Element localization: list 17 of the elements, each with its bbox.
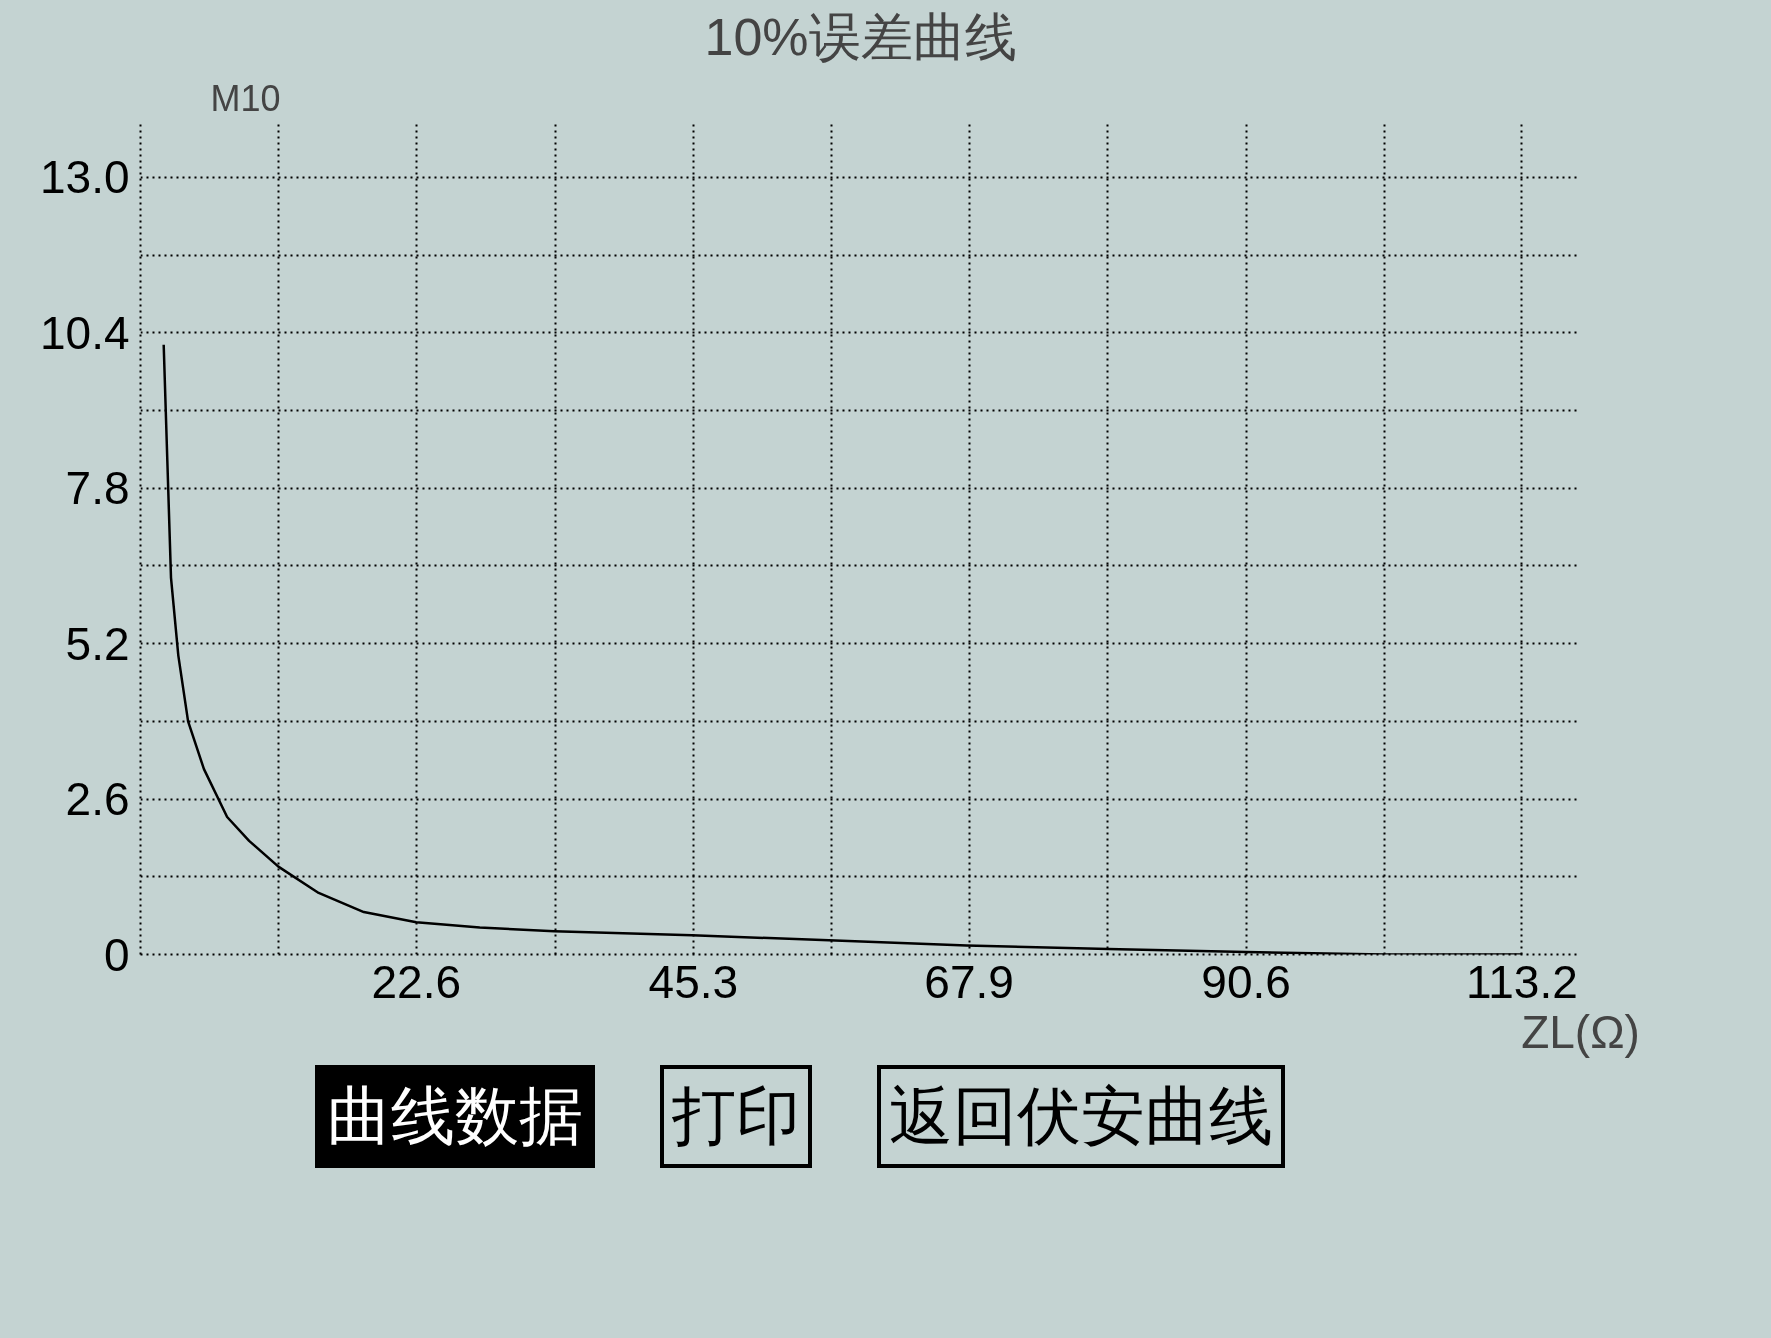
y-tick-label: 0 [103, 928, 130, 981]
x-tick-label: 90.6 [1201, 955, 1291, 1008]
y-axis-title: M10 [210, 77, 281, 119]
x-tick-label: 45.3 [648, 955, 739, 1008]
text: 曲线数据 [327, 1079, 583, 1154]
chart-title: 10%误差曲线 [704, 7, 1017, 66]
x-axis-title: ZL(Ω) [1521, 1005, 1640, 1058]
y-tick-label: 13.0 [39, 151, 130, 204]
y-tick-label: 2.6 [65, 773, 130, 826]
y-tick-label: 5.2 [65, 617, 130, 670]
text: 打印 [672, 1079, 800, 1154]
x-tick-label: 67.9 [924, 955, 1014, 1008]
text: 返回伏安曲线 [889, 1079, 1273, 1154]
x-tick-label: 113.2 [1466, 955, 1578, 1008]
y-tick-label: 7.8 [65, 462, 130, 515]
y-tick-label: 10.4 [39, 306, 130, 359]
x-tick-label: 22.6 [371, 955, 462, 1008]
